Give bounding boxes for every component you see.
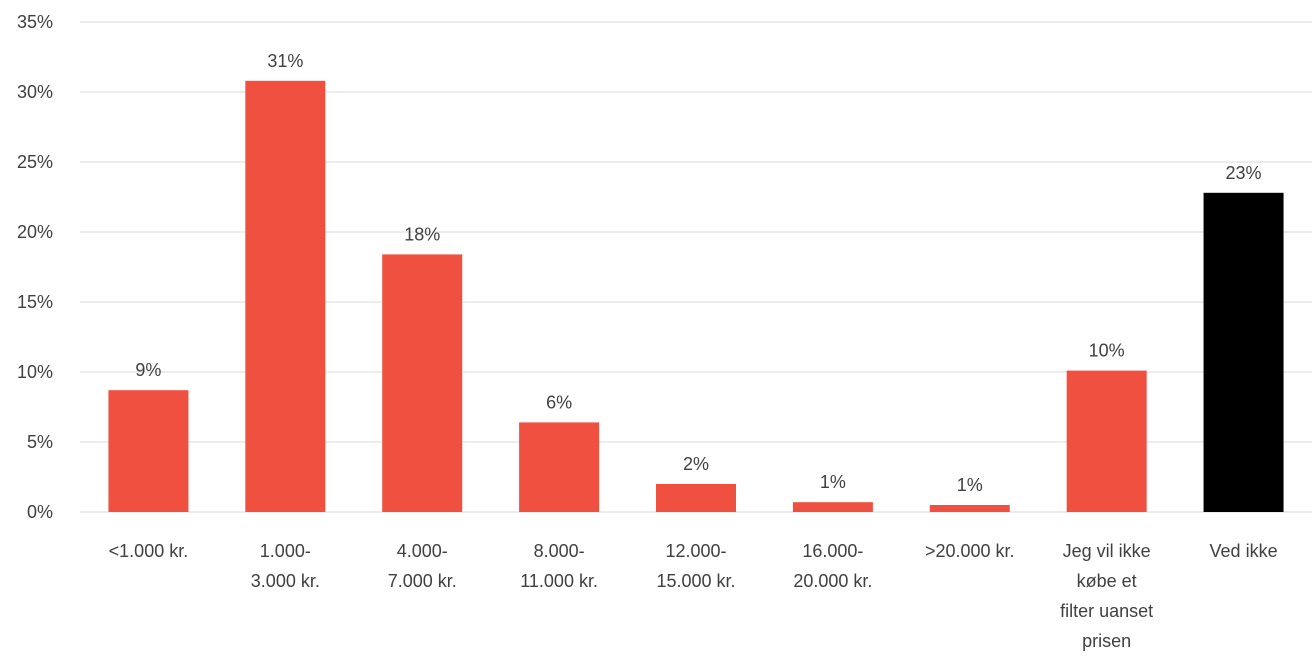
data-label: 1% — [957, 475, 983, 495]
category-label: Jeg vil ikke købe et filter uanset prisen — [1060, 541, 1153, 651]
y-tick-label: 30% — [17, 82, 53, 102]
x-axis-categories: <1.000 kr. 1.000-3.000 kr. 4.000-7.000 kr.… — [109, 541, 1278, 651]
category-label: Ved ikke — [1210, 541, 1278, 561]
bars — [108, 80, 1284, 513]
y-tick-label: 25% — [17, 152, 53, 172]
data-label: 31% — [267, 51, 303, 71]
data-labels: 9% 31% 18% 6% 2% 1% 1% 10% 23% — [135, 51, 1261, 495]
y-tick-label: 35% — [17, 12, 53, 32]
bar — [519, 422, 600, 512]
bar — [1203, 192, 1284, 513]
data-label: 1% — [820, 472, 846, 492]
bar — [1066, 370, 1147, 512]
y-tick-label: 20% — [17, 222, 53, 242]
category-label: 8.000-11.000 kr. — [520, 541, 598, 591]
category-label: 1.000-3.000 kr. — [251, 541, 320, 591]
category-label: 4.000-7.000 kr. — [388, 541, 457, 591]
category-label: 16.000-20.000 kr. — [793, 541, 872, 591]
category-label: <1.000 kr. — [109, 541, 189, 561]
data-label: 9% — [135, 360, 161, 380]
data-label: 23% — [1226, 163, 1262, 183]
bar — [382, 254, 463, 512]
y-tick-label: 10% — [17, 362, 53, 382]
y-tick-label: 15% — [17, 292, 53, 312]
category-label: >20.000 kr. — [925, 541, 1015, 561]
data-label: 2% — [683, 454, 709, 474]
data-label: 10% — [1089, 341, 1125, 361]
y-tick-label: 0% — [27, 502, 53, 522]
bar — [792, 502, 873, 512]
data-label: 6% — [546, 392, 572, 412]
data-label: 18% — [404, 224, 440, 244]
y-axis-ticks: 0% 5% 10% 15% 20% 25% 30% 35% — [17, 12, 53, 522]
bar — [929, 505, 1010, 512]
bar — [108, 390, 189, 512]
bar — [656, 484, 736, 512]
bar — [245, 80, 326, 513]
y-tick-label: 5% — [27, 432, 53, 452]
category-label: 12.000-15.000 kr. — [656, 541, 735, 591]
